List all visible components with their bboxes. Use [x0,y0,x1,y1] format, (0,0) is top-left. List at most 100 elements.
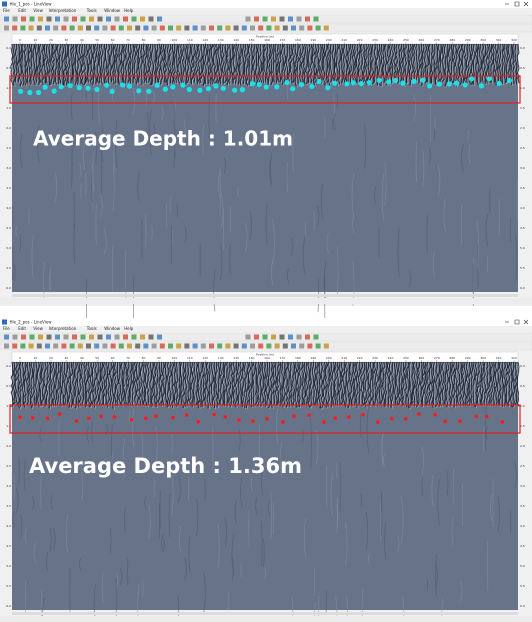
toolbar-button[interactable] [28,343,34,349]
menu-item[interactable]: Window [104,8,121,13]
toolbar-button[interactable] [307,343,313,349]
toolbar-button[interactable] [250,25,255,31]
toolbar-button[interactable] [36,25,42,31]
toolbar-button[interactable] [225,25,231,31]
maximize-button[interactable] [514,319,520,325]
toolbar-button[interactable] [131,16,137,22]
toolbar-button[interactable] [21,334,26,340]
toolbar-button[interactable] [258,25,264,31]
toolbar-button[interactable] [94,25,100,31]
toolbar-button[interactable] [69,343,75,349]
menu-item[interactable]: Tools [86,326,97,331]
toolbar-button[interactable] [245,334,251,340]
toolbar-button[interactable] [209,25,214,31]
menu-item[interactable]: Tools [86,8,97,13]
menu-item[interactable]: View [33,326,43,331]
toolbar-button[interactable] [72,16,77,22]
toolbar-button[interactable] [254,16,259,22]
toolbar-button[interactable] [217,25,223,31]
toolbar-button[interactable] [266,25,272,31]
toolbar-button[interactable] [305,16,310,22]
toolbar-button[interactable] [12,25,18,31]
toolbar-button[interactable] [94,343,100,349]
toolbar-button[interactable] [192,343,198,349]
toolbar-button[interactable] [45,25,50,31]
toolbar-button[interactable] [148,16,154,22]
toolbar-button[interactable] [296,334,302,340]
toolbar-button[interactable] [20,343,26,349]
toolbar-button[interactable] [12,343,18,349]
close-button[interactable] [523,319,529,325]
toolbar-button[interactable] [118,25,124,31]
toolbar-button[interactable] [29,16,35,22]
toolbar-button[interactable] [135,25,141,31]
toolbar-button[interactable] [12,16,18,22]
menu-item[interactable]: View [33,8,43,13]
toolbar-button[interactable] [114,16,120,22]
toolbar-button[interactable] [80,16,86,22]
toolbar-button[interactable] [176,343,182,349]
toolbar-button[interactable] [72,334,77,340]
toolbar-button[interactable] [200,343,206,349]
toolbar-button[interactable] [131,334,137,340]
toolbar-button[interactable] [63,334,69,340]
toolbar-button[interactable] [296,16,302,22]
toolbar-button[interactable] [262,334,268,340]
toolbar-button[interactable] [89,334,94,340]
toolbar-button[interactable] [279,334,285,340]
toolbar-button[interactable] [305,334,310,340]
toolbar-button[interactable] [61,25,67,31]
toolbar-button[interactable] [184,343,190,349]
toolbar-button[interactable] [159,25,165,31]
toolbar-button[interactable] [192,25,198,31]
toolbar-button[interactable] [266,343,272,349]
toolbar-button[interactable] [245,16,251,22]
toolbar-button[interactable] [106,16,111,22]
toolbar-button[interactable] [200,25,206,31]
toolbar-button[interactable] [271,334,276,340]
toolbar-button[interactable] [86,25,91,31]
menu-item[interactable]: Edit [18,8,26,13]
toolbar-button[interactable] [299,25,305,31]
close-button[interactable] [523,1,529,7]
toolbar-button[interactable] [313,334,319,340]
toolbar-button[interactable] [86,343,91,349]
toolbar-button[interactable] [4,334,9,340]
toolbar-button[interactable] [77,343,83,349]
menu-item[interactable]: File [3,8,10,13]
toolbar-button[interactable] [315,25,321,31]
toolbar-button[interactable] [135,343,141,349]
toolbar-button[interactable] [55,334,60,340]
toolbar-button[interactable] [28,25,34,31]
maximize-button[interactable] [514,1,520,7]
toolbar-button[interactable] [254,334,259,340]
toolbar-button[interactable] [61,343,67,349]
scrollbar[interactable] [12,612,518,615]
toolbar-button[interactable] [29,334,35,340]
toolbar-button[interactable] [250,343,255,349]
toolbar-button[interactable] [271,16,276,22]
toolbar-button[interactable] [313,16,319,22]
menu-item[interactable]: Interpretation [49,326,77,331]
toolbar-button[interactable] [63,16,69,22]
toolbar-button[interactable] [262,16,268,22]
toolbar-button[interactable] [46,334,52,340]
toolbar-button[interactable] [258,343,264,349]
toolbar-button[interactable] [77,25,83,31]
toolbar-button[interactable] [291,343,296,349]
menu-item[interactable]: File [3,326,10,331]
toolbar-button[interactable] [209,343,214,349]
toolbar-button[interactable] [274,343,280,349]
toolbar-button[interactable] [45,343,50,349]
toolbar-button[interactable] [291,25,296,31]
toolbar-button[interactable] [97,16,103,22]
toolbar-button[interactable] [176,25,182,31]
toolbar-button[interactable] [274,25,280,31]
toolbar-button[interactable] [53,25,59,31]
toolbar-button[interactable] [89,16,94,22]
toolbar-button[interactable] [36,343,42,349]
toolbar-button[interactable] [21,16,26,22]
toolbar-button[interactable] [143,25,149,31]
toolbar-button[interactable] [55,16,60,22]
toolbar-button[interactable] [4,343,9,349]
